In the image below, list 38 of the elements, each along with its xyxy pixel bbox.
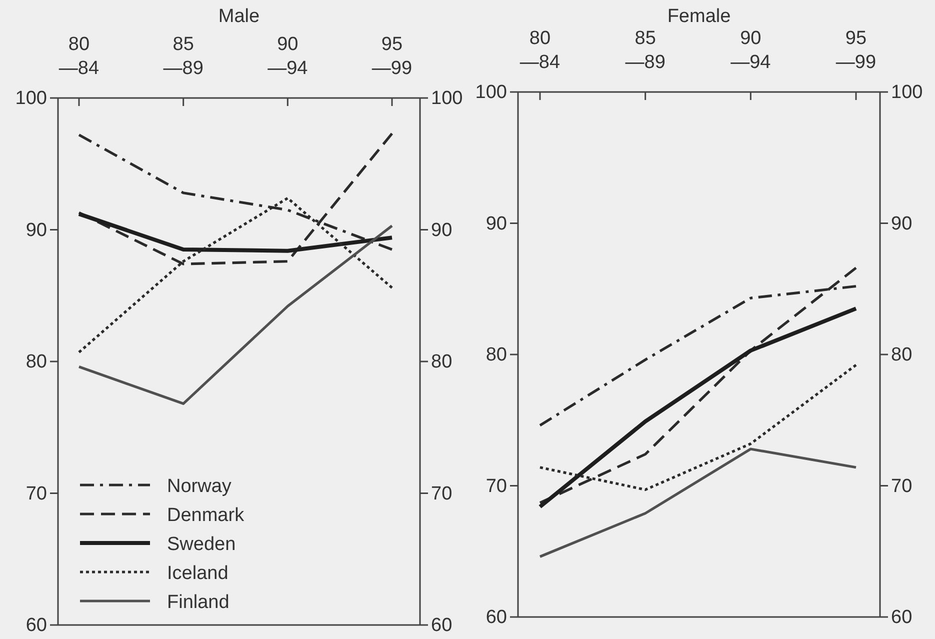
y2-tick-label: 100 (431, 88, 463, 110)
legend-label: Sweden (167, 534, 236, 555)
y2-tick-label: 70 (891, 476, 912, 497)
y2-tick-label: 60 (891, 607, 912, 628)
y-tick-label: 100 (15, 88, 47, 110)
y2-tick-label: 90 (431, 220, 452, 241)
y2-tick-label: 80 (431, 352, 452, 373)
y2-tick-label: 90 (891, 213, 912, 234)
y-tick-label: 60 (486, 607, 507, 628)
y2-tick-label: 100 (891, 82, 923, 104)
chart-title: Female (667, 6, 731, 27)
y-tick-label: 100 (475, 82, 507, 104)
legend-label: Iceland (167, 563, 228, 584)
line-series (538, 448, 858, 558)
y2-tick-label: 70 (431, 483, 452, 504)
line-series (78, 224, 394, 405)
x-tick-label: 80 —84 (58, 34, 100, 79)
y-tick-label: 80 (26, 352, 47, 373)
legend-label: Denmark (167, 505, 245, 526)
y-tick-label: 70 (26, 483, 47, 504)
x-tick-label: 85 —89 (625, 28, 666, 73)
y-tick-label: 90 (486, 213, 507, 234)
legend-label: Norway (167, 476, 232, 497)
y2-tick-label: 60 (431, 615, 452, 636)
x-tick-label: 95 —99 (836, 28, 876, 73)
y-tick-label: 60 (26, 615, 47, 636)
y-tick-label: 70 (486, 476, 507, 497)
chart-title: Male (218, 6, 260, 27)
y2-tick-label: 80 (891, 344, 912, 366)
x-tick-label: 85 —89 (163, 34, 204, 79)
x-tick-label: 90 —94 (268, 34, 308, 79)
y-tick-label: 80 (486, 344, 507, 366)
x-tick-label: 90 —94 (730, 28, 772, 73)
x-tick-label: 95 —99 (372, 34, 412, 79)
legend-label: Finland (167, 592, 230, 613)
y-tick-label: 90 (26, 220, 47, 241)
line-series (538, 266, 858, 504)
x-tick-label: 80 —84 (520, 28, 560, 73)
